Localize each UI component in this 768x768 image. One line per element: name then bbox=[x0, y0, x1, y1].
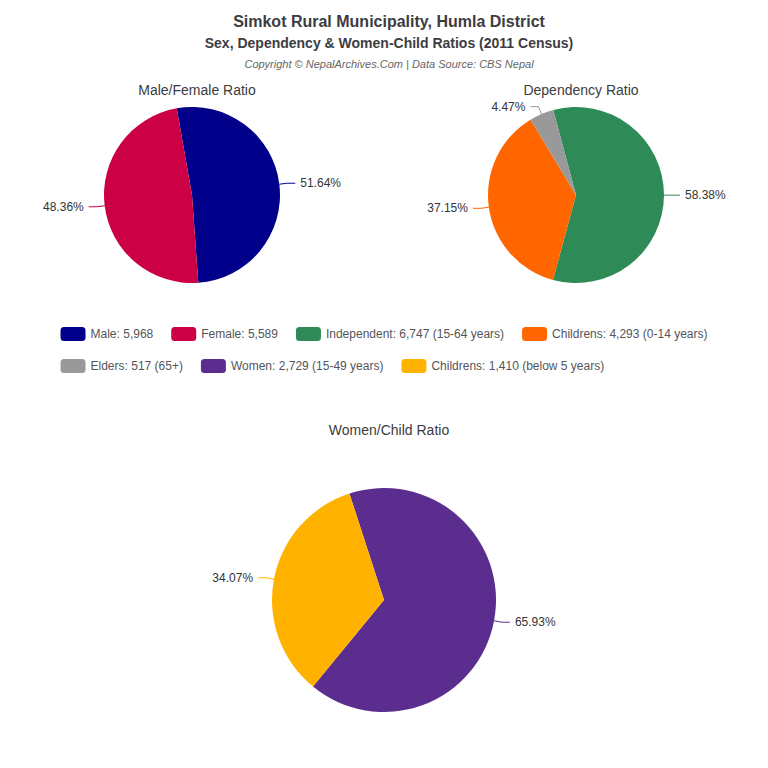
svg-text:Copyright © NepalArchives.Com: Copyright © NepalArchives.Com | Data Sou… bbox=[244, 58, 534, 70]
svg-text:Male: 5,968: Male: 5,968 bbox=[91, 327, 154, 341]
svg-text:Childrens: 1,410 (below 5 year: Childrens: 1,410 (below 5 years) bbox=[431, 359, 604, 373]
svg-text:4.47%: 4.47% bbox=[491, 100, 525, 114]
svg-text:65.93%: 65.93% bbox=[515, 615, 556, 629]
svg-text:51.64%: 51.64% bbox=[300, 176, 341, 190]
svg-text:Childrens: 4,293 (0-14 years): Childrens: 4,293 (0-14 years) bbox=[552, 327, 707, 341]
svg-text:Female: 5,589: Female: 5,589 bbox=[201, 327, 278, 341]
svg-text:Elders: 517 (65+): Elders: 517 (65+) bbox=[91, 359, 183, 373]
svg-text:Simkot Rural Municipality, Hum: Simkot Rural Municipality, Humla Distric… bbox=[233, 13, 545, 30]
svg-text:Independent: 6,747 (15-64 year: Independent: 6,747 (15-64 years) bbox=[326, 327, 504, 341]
svg-text:Sex, Dependency & Women-Child: Sex, Dependency & Women-Child Ratios (20… bbox=[205, 35, 574, 51]
svg-text:34.07%: 34.07% bbox=[212, 571, 253, 585]
svg-text:Male/Female Ratio: Male/Female Ratio bbox=[138, 82, 256, 98]
svg-text:58.38%: 58.38% bbox=[685, 188, 726, 202]
svg-text:37.15%: 37.15% bbox=[427, 201, 468, 215]
svg-text:48.36%: 48.36% bbox=[43, 200, 84, 214]
svg-text:Women/Child Ratio: Women/Child Ratio bbox=[329, 422, 450, 438]
svg-text:Women: 2,729 (15-49 years): Women: 2,729 (15-49 years) bbox=[231, 359, 384, 373]
svg-text:Dependency Ratio: Dependency Ratio bbox=[523, 82, 638, 98]
